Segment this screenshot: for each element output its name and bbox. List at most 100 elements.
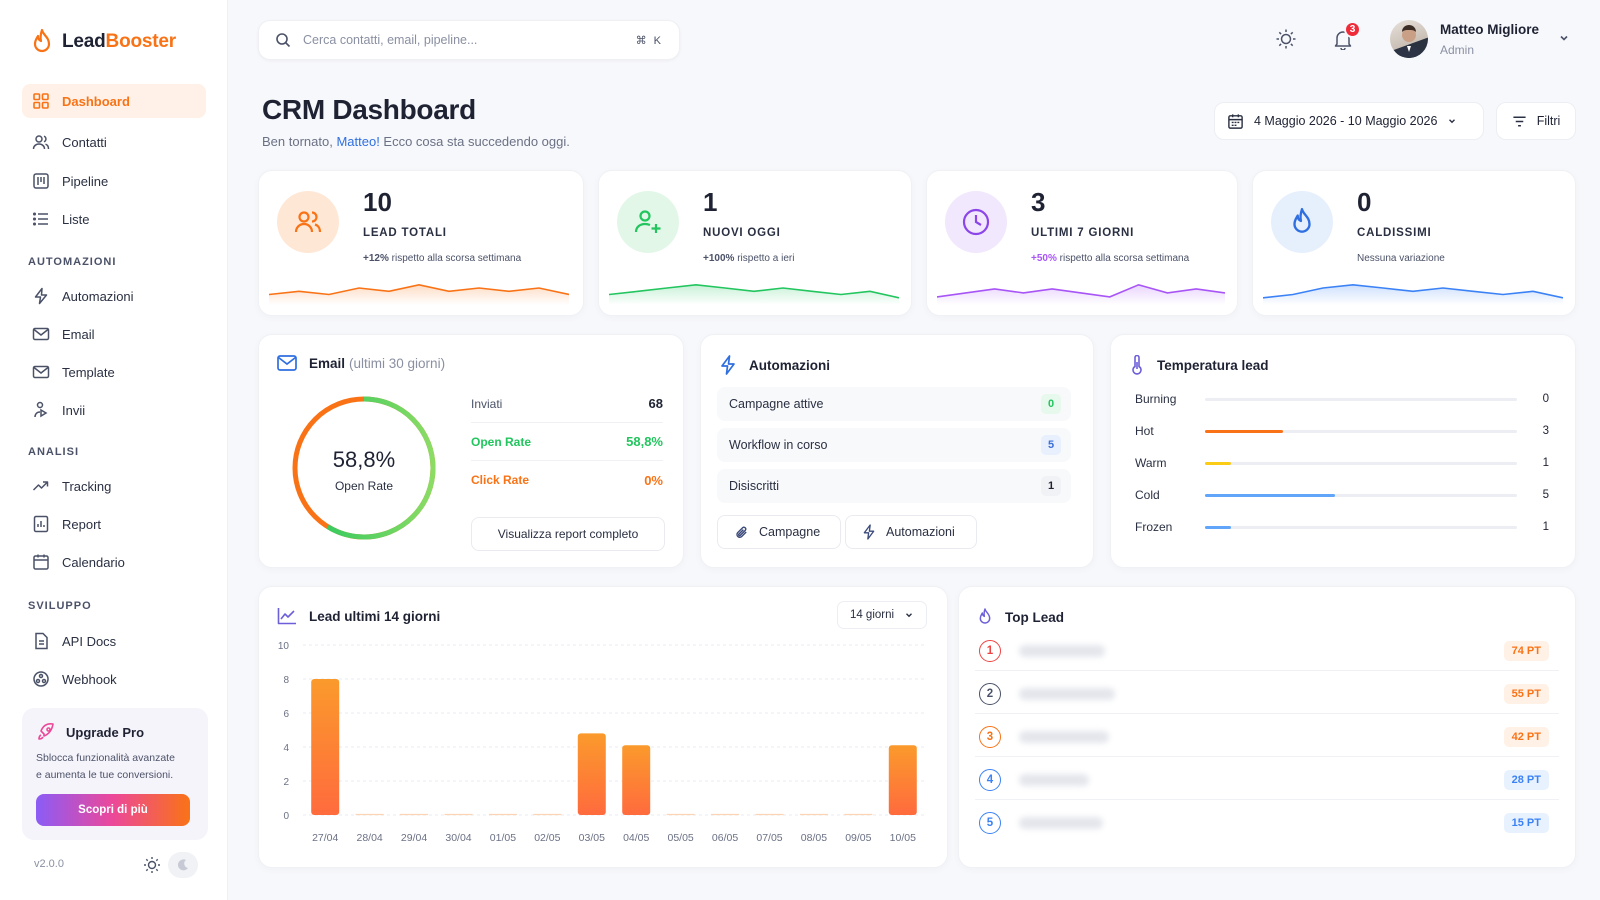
- lead-name-redacted: [1019, 687, 1115, 700]
- automation-row[interactable]: Workflow in corso 5: [717, 428, 1071, 462]
- rank-badge: 3: [979, 725, 1001, 748]
- search-icon: [276, 33, 291, 48]
- sidebar-item-invii[interactable]: Invii: [22, 393, 206, 427]
- clock-icon: [945, 191, 1007, 253]
- theme-sun-icon[interactable]: [1275, 28, 1297, 50]
- chevron-down-icon[interactable]: [1558, 32, 1570, 44]
- chart-line-icon: [277, 608, 296, 625]
- sparkline: [269, 283, 569, 305]
- sidebar-section-automazioni: AUTOMAZIONI: [28, 256, 117, 268]
- x-tick-label: 03/05: [579, 832, 605, 844]
- y-tick-label: 4: [283, 743, 289, 754]
- open-rate-label: Open Rate: [334, 479, 394, 493]
- temperature-row-cold: Cold 5: [1135, 488, 1549, 502]
- stat-value: 3: [1031, 187, 1046, 217]
- app-name: LeadBooster: [62, 31, 176, 52]
- x-tick-label: 27/04: [312, 832, 338, 844]
- x-tick-label: 06/05: [712, 832, 738, 844]
- x-tick-label: 28/04: [357, 832, 383, 844]
- top-lead-row[interactable]: 3 42 PT: [975, 717, 1559, 757]
- sidebar-item-tracking[interactable]: Tracking: [22, 469, 206, 503]
- pipeline-icon: [32, 172, 50, 190]
- doc-icon: [32, 632, 50, 650]
- date-range-picker[interactable]: 4 Maggio 2026 - 10 Maggio 2026: [1214, 102, 1484, 140]
- y-tick-label: 0: [283, 811, 289, 822]
- rank-badge: 2: [979, 682, 1001, 705]
- x-tick-label: 07/05: [756, 832, 782, 844]
- sidebar-item-email[interactable]: Email: [22, 317, 206, 351]
- sidebar-item-calendario[interactable]: Calendario: [22, 545, 206, 579]
- stat-value: 0: [1357, 187, 1372, 217]
- points-badge: 28 PT: [1503, 769, 1549, 790]
- email-stat-row: Click Rate 0%: [471, 472, 663, 488]
- filter-label: Filtri: [1536, 114, 1561, 128]
- points-badge: 42 PT: [1503, 726, 1549, 747]
- upgrade-title: Upgrade Pro: [66, 724, 145, 740]
- sparkline-area: [1263, 284, 1563, 305]
- sidebar-item-template[interactable]: Template: [22, 355, 206, 389]
- sidebar-item-label: Tracking: [62, 478, 112, 494]
- sparkline-area: [937, 284, 1225, 305]
- top-lead-card: Top Lead 1 74 PT 2 55 PT 3 42 PT 4 28 PT…: [958, 586, 1576, 868]
- dark-mode-toggle[interactable]: [168, 852, 198, 878]
- sidebar-section-analisi: ANALISI: [28, 446, 79, 458]
- sidebar-item-webhook[interactable]: Webhook: [22, 662, 206, 696]
- open-rate-value: 58,8%: [332, 447, 396, 472]
- email-card-title: Email: [309, 355, 346, 371]
- light-mode-icon[interactable]: [143, 856, 161, 874]
- range-select[interactable]: 14 giorni: [837, 601, 927, 629]
- campagne-button[interactable]: Campagne: [717, 515, 841, 549]
- filter-icon: [1513, 116, 1526, 126]
- sparkline-line: [609, 283, 899, 299]
- sidebar-item-label: Invii: [62, 402, 86, 418]
- app-version: v2.0.0: [34, 858, 64, 870]
- flame-icon: [979, 608, 991, 624]
- flame-logo-icon: [33, 28, 51, 53]
- bar-04/05: [622, 745, 651, 815]
- sidebar-item-report[interactable]: Report: [22, 507, 206, 541]
- avatar[interactable]: [1390, 20, 1428, 58]
- email-card: Email (ultimi 30 giorni) 58,8% Open Rate…: [258, 334, 684, 568]
- filter-button[interactable]: Filtri: [1496, 102, 1576, 140]
- top-lead-row[interactable]: 2 55 PT: [975, 674, 1559, 714]
- sidebar-item-liste[interactable]: Liste: [22, 202, 206, 236]
- app-logo[interactable]: LeadBooster: [30, 28, 176, 56]
- list-icon: [32, 210, 50, 228]
- sidebar-item-dashboard[interactable]: Dashboard: [22, 84, 206, 118]
- search-input[interactable]: [303, 33, 624, 47]
- top-lead-row[interactable]: 1 74 PT: [975, 631, 1559, 671]
- temperature-bar: [1205, 493, 1517, 497]
- sidebar-item-label: Pipeline: [62, 173, 109, 189]
- users-icon: [277, 191, 339, 253]
- automation-row[interactable]: Campagne attive 0: [717, 387, 1071, 421]
- upgrade-button[interactable]: Scopri di più: [36, 794, 190, 826]
- automazioni-button[interactable]: Automazioni: [845, 515, 977, 549]
- y-tick-label: 8: [283, 675, 289, 686]
- sidebar-item-contatti[interactable]: Contatti: [22, 125, 206, 159]
- automation-row[interactable]: Disiscritti 1: [717, 469, 1071, 503]
- lead-name-redacted: [1019, 730, 1109, 743]
- lead-chart-card: Lead ultimi 14 giorni 14 giorni 0 2 4 6 8 10 2…: [258, 586, 948, 868]
- top-lead-row[interactable]: 4 28 PT: [975, 760, 1559, 800]
- temperature-bar: [1205, 429, 1517, 433]
- lead-name-redacted: [1019, 817, 1103, 829]
- sidebar-item-pipeline[interactable]: Pipeline: [22, 164, 206, 198]
- date-range-label: 4 Maggio 2026 - 10 Maggio 2026: [1254, 114, 1438, 128]
- sidebar-item-label: Email: [62, 326, 95, 342]
- full-report-button[interactable]: Visualizza report completo: [471, 517, 665, 551]
- x-tick-label: 10/05: [890, 832, 916, 844]
- chevron-down-icon: [1449, 119, 1456, 124]
- user-plus-icon: [617, 191, 679, 253]
- sidebar-item-automazioni[interactable]: Automazioni: [22, 279, 206, 313]
- top-lead-row[interactable]: 5 15 PT: [975, 803, 1559, 843]
- page-subtitle: Ben tornato, Matteo! Ecco cosa sta succe…: [262, 134, 570, 149]
- y-tick-label: 6: [283, 709, 289, 720]
- sidebar-item-label: Liste: [62, 211, 90, 227]
- count-badge: 5: [1041, 435, 1061, 455]
- temperatura-card: Temperatura lead Burning 0 Hot 3 Warm 1 …: [1110, 334, 1576, 568]
- page-title: CRM Dashboard: [262, 94, 476, 125]
- sidebar-item-api-docs[interactable]: API Docs: [22, 624, 206, 658]
- bolt-icon: [863, 524, 875, 540]
- bar-27/04: [311, 679, 340, 815]
- search-bar[interactable]: ⌘ K: [258, 20, 680, 60]
